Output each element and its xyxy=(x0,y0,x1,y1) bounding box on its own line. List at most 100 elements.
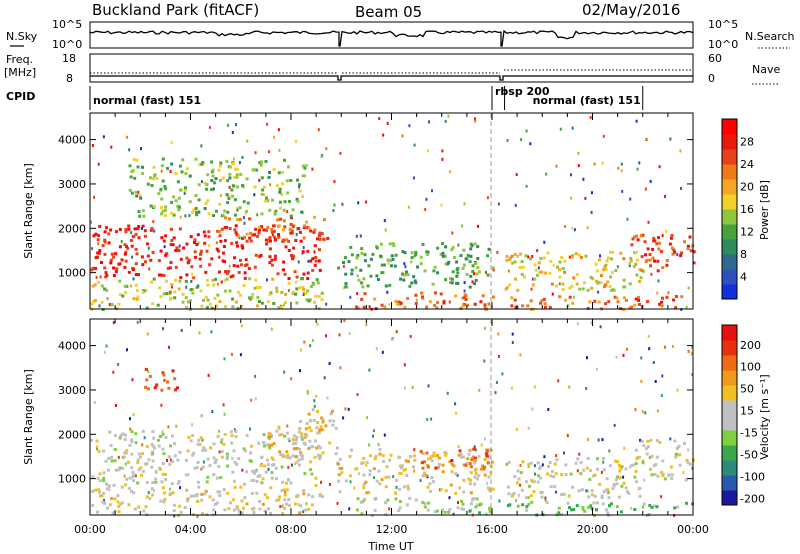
range-time-cell xyxy=(162,452,166,456)
range-time-cell xyxy=(482,467,486,471)
range-time-cell xyxy=(671,252,675,256)
range-time-cell xyxy=(284,292,288,296)
range-time-cell xyxy=(398,487,402,491)
range-time-cell xyxy=(382,263,386,267)
scatter-cell xyxy=(343,319,346,323)
colorbar-swatch xyxy=(722,430,737,446)
freq-panel: Freq. [MHz] 18 8 60 0 Nave xyxy=(4,52,780,85)
colorbar-tick-label: 200 xyxy=(740,339,761,352)
range-time-cell xyxy=(258,507,262,511)
freq-hi-tick: 18 xyxy=(62,52,76,65)
range-time-cell xyxy=(428,482,432,486)
range-time-cell xyxy=(102,491,106,495)
range-time-cell xyxy=(124,483,128,487)
range-time-cell xyxy=(188,200,192,204)
range-time-cell xyxy=(103,230,107,234)
range-time-cell xyxy=(289,179,293,182)
scatter-cell xyxy=(232,157,235,161)
range-time-cell xyxy=(506,485,510,489)
range-time-cell xyxy=(597,258,601,262)
range-time-cell xyxy=(382,460,386,463)
range-time-cell xyxy=(121,466,125,470)
range-time-cell xyxy=(354,467,358,471)
range-time-cell xyxy=(105,482,108,486)
range-time-cell xyxy=(476,503,480,507)
range-time-cell xyxy=(144,288,148,292)
range-time-cell xyxy=(284,481,288,485)
range-time-cell xyxy=(221,213,225,217)
range-time-cell xyxy=(235,175,239,179)
range-time-cell xyxy=(150,452,154,456)
range-time-cell xyxy=(222,442,226,446)
range-time-cell xyxy=(555,284,558,288)
range-time-cell xyxy=(239,293,242,297)
range-time-cell xyxy=(292,434,296,438)
range-time-cell xyxy=(127,227,131,231)
scatter-cell xyxy=(358,472,361,476)
range-time-cell xyxy=(221,176,225,180)
range-time-cell xyxy=(688,462,692,466)
range-time-cell xyxy=(250,492,254,495)
scatter-cell xyxy=(591,191,593,195)
range-time-cell xyxy=(299,239,303,243)
range-time-cell xyxy=(275,477,279,481)
range-time-cell xyxy=(651,256,655,260)
scatter-cell xyxy=(634,408,637,412)
scatter-cell xyxy=(271,233,274,237)
range-time-cell xyxy=(269,433,273,437)
range-time-cell xyxy=(550,282,554,286)
range-time-cell xyxy=(505,254,509,258)
range-time-cell xyxy=(318,457,322,460)
range-time-cell xyxy=(285,502,288,506)
range-time-cell xyxy=(205,249,209,253)
scatter-cell xyxy=(409,335,412,338)
range-time-cell xyxy=(375,246,379,250)
range-time-cell xyxy=(198,163,202,167)
range-time-cell xyxy=(229,501,232,505)
scatter-cell xyxy=(636,167,639,171)
range-time-cell xyxy=(267,443,271,447)
range-time-cell xyxy=(179,164,182,168)
scatter-cell xyxy=(625,347,628,351)
range-time-cell xyxy=(238,218,242,221)
scatter-cell xyxy=(383,219,386,223)
range-time-cell xyxy=(258,474,262,478)
range-time-cell xyxy=(446,262,450,266)
range-time-cell xyxy=(633,475,637,479)
range-time-cell xyxy=(97,280,101,284)
scatter-cell xyxy=(452,512,455,516)
range-time-cell xyxy=(326,236,330,240)
range-time-cell xyxy=(271,198,274,202)
range-time-cell xyxy=(433,291,437,295)
range-time-cell xyxy=(689,249,693,253)
colorbar-tick-label: 4 xyxy=(740,271,747,284)
range-time-cell xyxy=(96,510,99,514)
range-time-cell xyxy=(304,427,308,431)
range-time-cell xyxy=(285,450,289,454)
range-time-cell xyxy=(373,508,377,512)
scatter-cell xyxy=(152,220,155,224)
range-time-cell xyxy=(588,300,592,304)
range-time-cell xyxy=(94,488,98,492)
range-time-cell xyxy=(151,459,155,463)
range-time-cell xyxy=(117,468,121,472)
range-time-cell xyxy=(293,502,297,506)
range-time-cell xyxy=(392,244,396,248)
range-time-cell xyxy=(129,239,133,242)
range-time-cell xyxy=(116,500,120,504)
range-time-cell xyxy=(283,498,287,502)
range-time-cell xyxy=(419,449,423,453)
scatter-cell xyxy=(563,451,565,455)
range-time-cell xyxy=(281,239,285,243)
scatter-cell xyxy=(529,142,532,146)
scatter-cell xyxy=(647,334,650,338)
colorbar-swatch xyxy=(722,254,737,270)
scatter-cell xyxy=(184,214,187,218)
scatter-cell xyxy=(630,506,633,510)
range-time-cell xyxy=(136,458,140,462)
range-time-cell xyxy=(226,179,230,183)
range-time-cell xyxy=(232,508,236,512)
range-time-cell xyxy=(380,271,384,275)
scatter-cell xyxy=(349,480,352,484)
range-time-cell xyxy=(91,284,95,288)
